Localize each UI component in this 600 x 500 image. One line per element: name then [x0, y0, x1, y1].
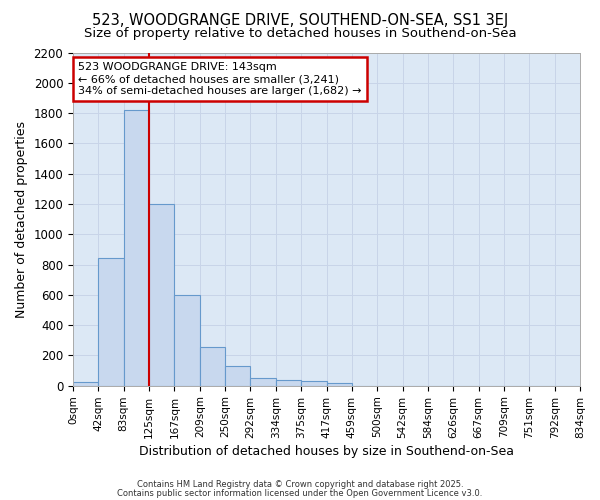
Y-axis label: Number of detached properties: Number of detached properties [15, 120, 28, 318]
Text: 523, WOODGRANGE DRIVE, SOUTHEND-ON-SEA, SS1 3EJ: 523, WOODGRANGE DRIVE, SOUTHEND-ON-SEA, … [92, 12, 508, 28]
Bar [225, 366, 250, 386]
X-axis label: Distribution of detached houses by size in Southend-on-Sea: Distribution of detached houses by size … [139, 444, 514, 458]
Bar [276, 380, 301, 386]
Bar [98, 258, 124, 386]
Bar [301, 381, 326, 386]
Bar [124, 110, 149, 386]
Text: Contains public sector information licensed under the Open Government Licence v3: Contains public sector information licen… [118, 488, 482, 498]
Bar [200, 347, 225, 386]
Text: 523 WOODGRANGE DRIVE: 143sqm
← 66% of detached houses are smaller (3,241)
34% of: 523 WOODGRANGE DRIVE: 143sqm ← 66% of de… [78, 62, 362, 96]
Bar [149, 204, 175, 386]
Bar [175, 295, 200, 386]
Text: Size of property relative to detached houses in Southend-on-Sea: Size of property relative to detached ho… [83, 28, 517, 40]
Bar [73, 382, 98, 386]
Text: Contains HM Land Registry data © Crown copyright and database right 2025.: Contains HM Land Registry data © Crown c… [137, 480, 463, 489]
Bar [326, 382, 352, 386]
Bar [250, 378, 276, 386]
